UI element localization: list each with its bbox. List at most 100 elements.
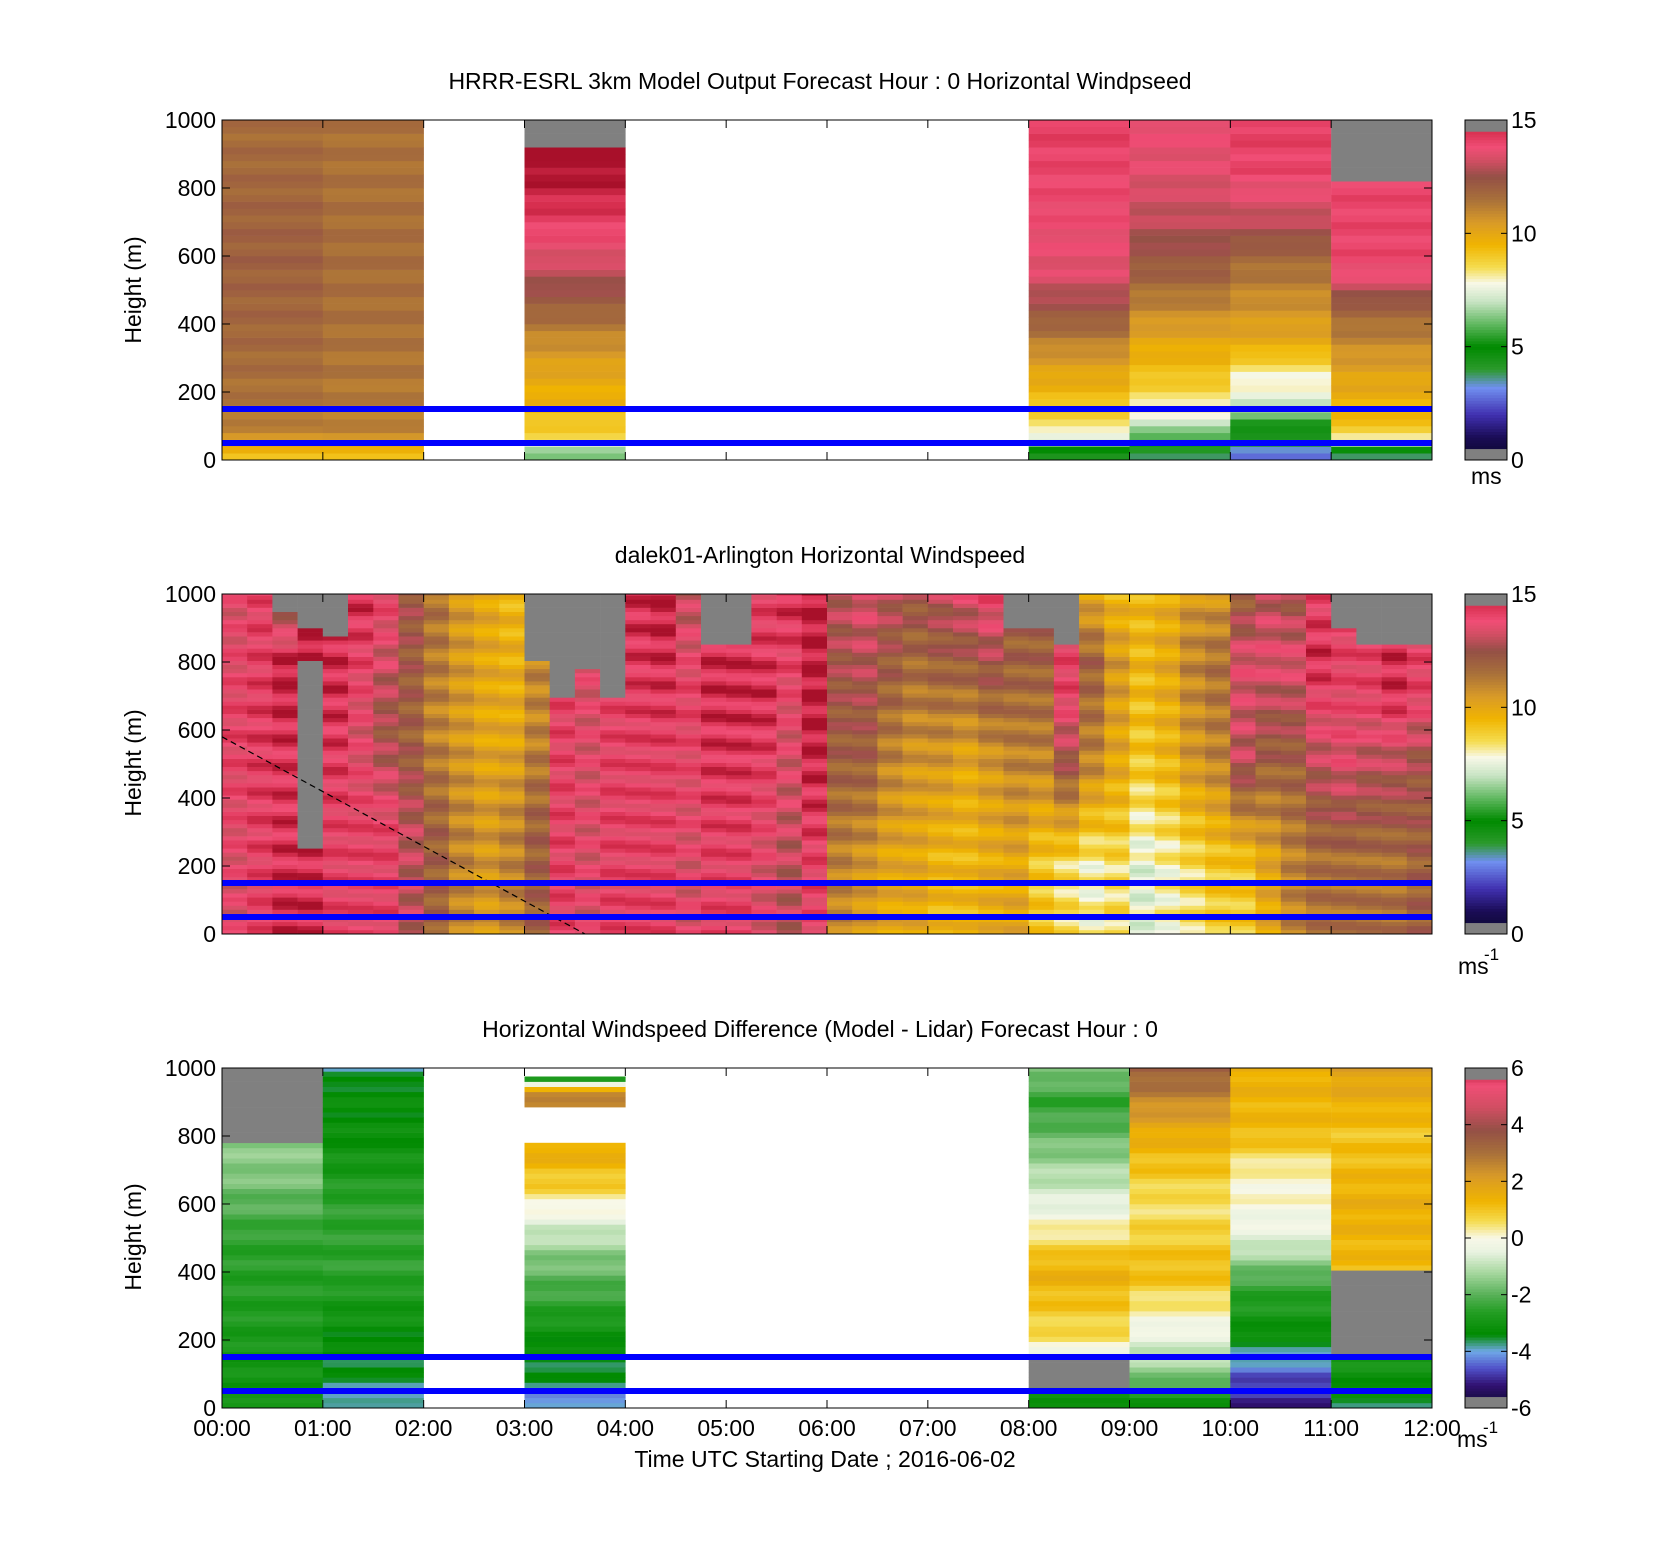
lidar-cell xyxy=(1356,925,1382,931)
lidar-cell xyxy=(1230,721,1256,727)
lidar-cell xyxy=(1381,770,1408,776)
lidar-cell xyxy=(1230,746,1256,751)
model-colorbar-segment xyxy=(1465,128,1507,132)
lidar-cell xyxy=(1306,607,1332,612)
model-cell xyxy=(222,167,324,175)
lidar-cell xyxy=(1129,717,1155,723)
lidar-cell xyxy=(1028,734,1055,739)
lidar-cell xyxy=(1205,795,1231,800)
lidar-cell xyxy=(1381,623,1408,629)
model-cell xyxy=(322,188,424,196)
lidar-cell xyxy=(348,770,374,776)
lidar-cell xyxy=(348,725,374,731)
lidar-cell xyxy=(1205,693,1231,698)
lidar-cell xyxy=(726,619,752,625)
lidar-cell xyxy=(499,742,525,747)
lidar-cell xyxy=(448,656,475,661)
lidar-cell xyxy=(1205,893,1231,898)
lidar-cell xyxy=(1079,885,1105,890)
lidar-cell xyxy=(726,893,752,898)
lidar-cell xyxy=(1079,664,1105,670)
difference-cell xyxy=(322,1367,424,1373)
lidar-cell xyxy=(524,746,550,751)
lidar-cell xyxy=(701,746,727,751)
lidar-cell xyxy=(902,595,929,600)
lidar-cell xyxy=(524,632,550,637)
lidar-cell xyxy=(272,783,298,788)
lidar-cell xyxy=(1129,632,1155,637)
lidar-cell xyxy=(1079,893,1105,898)
lidar-cell xyxy=(222,721,248,727)
lidar-cell xyxy=(297,774,324,780)
lidar-cell xyxy=(1179,652,1206,657)
lidar-cell xyxy=(1179,774,1206,780)
lidar-cell xyxy=(1053,860,1080,865)
lidar-cell xyxy=(1003,717,1029,723)
difference-cell xyxy=(524,1270,626,1276)
difference-cell xyxy=(524,1224,626,1230)
lidar-cell xyxy=(1331,697,1357,702)
lidar-cell xyxy=(549,668,576,674)
lidar-cell xyxy=(953,746,979,751)
difference-y-label: Height (m) xyxy=(120,1183,146,1290)
lidar-cell xyxy=(549,815,576,821)
lidar-cell xyxy=(1230,832,1256,837)
lidar-cell xyxy=(827,832,853,837)
model-colorbar-segment xyxy=(1465,275,1507,280)
lidar-cell xyxy=(600,668,626,674)
lidar-cell xyxy=(222,779,248,784)
lidar-cell xyxy=(751,872,777,878)
lidar-cell xyxy=(801,774,828,780)
lidar-cell xyxy=(1003,664,1029,670)
lidar-cell xyxy=(1331,901,1357,906)
model-colorbar-segment xyxy=(1465,142,1507,146)
lidar-cell xyxy=(474,709,500,714)
lidar-cell xyxy=(222,603,248,608)
lidar-cell xyxy=(902,819,929,825)
lidar-cell xyxy=(1154,860,1181,865)
lidar-cell xyxy=(373,668,399,674)
lidar-cell xyxy=(827,697,853,702)
lidar-cell xyxy=(574,799,601,804)
lidar-cell xyxy=(1053,656,1080,661)
lidar-cell xyxy=(927,717,954,723)
lidar-cell xyxy=(348,595,374,600)
lidar-cell xyxy=(322,636,349,641)
lidar-cell xyxy=(675,750,702,755)
lidar-cell xyxy=(978,713,1004,719)
lidar-cell xyxy=(600,925,626,931)
lidar-cell xyxy=(751,787,777,792)
lidar-cell xyxy=(902,758,929,763)
lidar-cell xyxy=(524,836,550,841)
lidar-cell xyxy=(549,811,576,816)
lidar-cell xyxy=(398,717,424,723)
lidar-cell xyxy=(902,893,929,898)
lidar-cell xyxy=(751,758,777,763)
lidar-cell xyxy=(1280,876,1307,882)
model-colorbar-segment xyxy=(1465,324,1507,328)
lidar-cell xyxy=(474,742,500,747)
lidar-cell xyxy=(1179,795,1206,800)
lidar-cell xyxy=(574,864,601,869)
model-cell xyxy=(1331,337,1433,345)
lidar-cell xyxy=(751,889,777,894)
lidar-cell xyxy=(751,644,777,649)
lidar-cell xyxy=(701,779,727,784)
lidar-cell xyxy=(1179,713,1206,719)
lidar-colorbar-segment xyxy=(1465,795,1507,799)
lidar-cell xyxy=(600,766,626,772)
lidar-cell xyxy=(776,607,803,612)
lidar-cell xyxy=(448,921,475,927)
model-cell xyxy=(524,201,626,209)
lidar-cell xyxy=(650,705,676,710)
lidar-cell xyxy=(373,848,399,853)
lidar-cell xyxy=(877,628,903,633)
lidar-cell xyxy=(776,860,803,865)
lidar-cell xyxy=(827,713,853,719)
lidar-cell xyxy=(348,758,374,763)
model-cell xyxy=(524,310,626,318)
lidar-cell xyxy=(348,807,374,812)
lidar-cell xyxy=(953,868,979,874)
lidar-cell xyxy=(398,697,424,702)
lidar-cell xyxy=(701,713,727,719)
